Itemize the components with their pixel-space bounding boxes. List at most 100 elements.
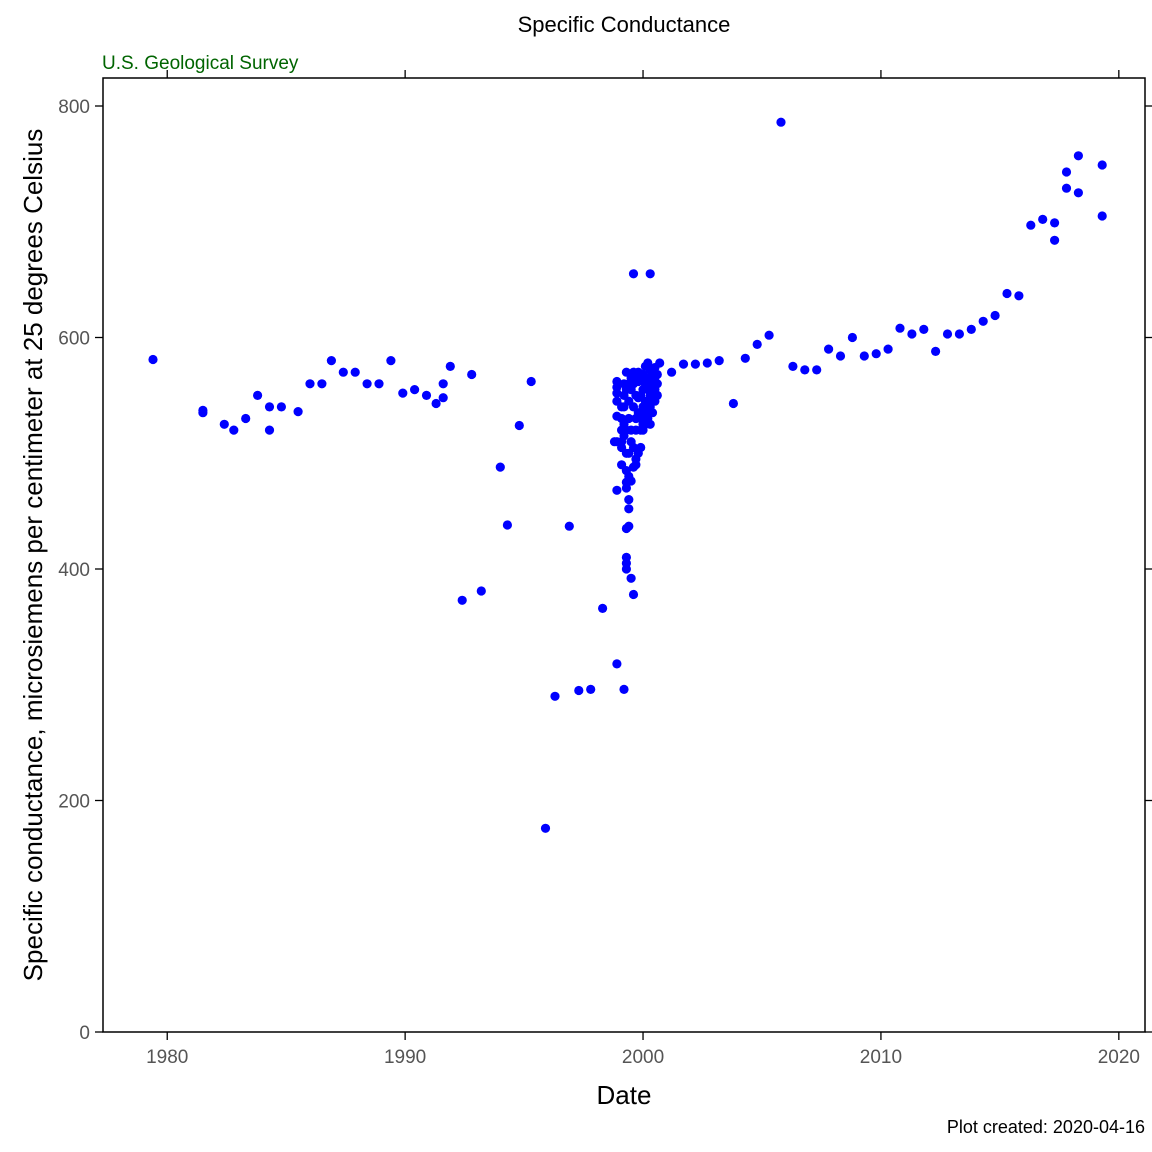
x-tick-label: 2000: [622, 1047, 664, 1068]
data-point: [1050, 218, 1060, 228]
data-point: [871, 349, 881, 359]
data-point: [728, 398, 739, 409]
data-point: [293, 407, 303, 417]
data-point: [740, 353, 750, 363]
data-point: [1038, 214, 1048, 224]
data-point: [586, 684, 596, 695]
y-tick-label: 200: [58, 792, 90, 813]
data-point: [438, 379, 448, 389]
data-point: [631, 460, 641, 470]
data-point: [895, 323, 905, 333]
data-point: [990, 310, 1000, 321]
data-point: [253, 390, 263, 400]
data-point: [526, 376, 536, 387]
data-point: [628, 269, 639, 279]
data-point: [317, 379, 327, 389]
data-point: [264, 425, 275, 435]
x-axis: 1980 1990 2000 2010 2020: [146, 70, 1140, 1068]
data-point: [626, 573, 636, 583]
data-point: [362, 379, 372, 389]
data-point: [647, 408, 658, 418]
data-point: [643, 358, 653, 368]
data-point: [919, 324, 929, 334]
data-point: [398, 388, 408, 398]
data-point: [624, 495, 634, 505]
data-point: [502, 520, 512, 530]
plot-area-frame: [102, 77, 1146, 1033]
y-tick-label: 800: [58, 97, 90, 118]
y-axis-title: Specific conductance, microsiemens per c…: [18, 129, 48, 982]
data-point: [652, 390, 662, 400]
data-point: [835, 351, 846, 361]
y-tick-label: 400: [58, 560, 90, 581]
data-point: [652, 379, 662, 389]
data-point: [954, 329, 965, 339]
data-point: [619, 684, 629, 695]
data-point: [1050, 235, 1060, 245]
data-point: [667, 367, 677, 377]
data-point: [847, 332, 858, 343]
data-point: [714, 356, 724, 366]
data-point: [621, 564, 632, 574]
data-point: [1061, 167, 1072, 177]
data-point: [1002, 288, 1012, 299]
y-axis: 0 200 400 600 800: [58, 97, 1152, 1044]
data-point: [624, 521, 634, 531]
data-point: [431, 398, 441, 409]
data-point: [1073, 151, 1083, 161]
data-point: [628, 589, 639, 600]
data-point: [702, 358, 712, 368]
data-point: [374, 379, 384, 389]
data-point: [788, 361, 798, 371]
data-point: [1014, 291, 1024, 301]
data-point: [148, 354, 158, 365]
data-point: [812, 365, 822, 375]
data-point: [655, 358, 665, 368]
data-point: [241, 413, 251, 424]
data-point: [624, 504, 634, 514]
data-point: [219, 419, 229, 429]
data-point: [305, 379, 315, 389]
plot-created-note: Plot created: 2020-04-16: [947, 1117, 1145, 1137]
data-point: [883, 344, 893, 354]
data-point: [445, 361, 455, 371]
data-point: [229, 425, 239, 435]
data-point: [1061, 183, 1072, 193]
data-point: [978, 316, 988, 326]
agency-label: U.S. Geological Survey: [102, 53, 299, 74]
data-point: [467, 369, 477, 380]
data-point: [1097, 211, 1107, 221]
data-point: [386, 356, 396, 366]
data-point: [540, 823, 551, 833]
data-point: [652, 369, 662, 380]
data-point: [764, 330, 774, 340]
data-point: [645, 419, 655, 429]
data-point: [476, 586, 486, 596]
x-axis-title: Date: [597, 1080, 652, 1110]
data-point: [1026, 220, 1036, 230]
data-point: [645, 269, 655, 279]
x-tick-label: 2020: [1098, 1047, 1140, 1068]
data-point: [564, 521, 574, 531]
data-point: [598, 603, 608, 614]
data-point: [1097, 160, 1107, 170]
data-point: [326, 356, 336, 366]
data-point: [338, 367, 348, 377]
data-point: [624, 413, 634, 424]
data-point: [514, 420, 524, 431]
data-point: [495, 462, 505, 472]
data-point: [612, 659, 622, 669]
data-point: [457, 595, 467, 605]
data-point: [931, 346, 941, 356]
data-point: [776, 117, 786, 127]
data-point: [264, 402, 275, 412]
data-point: [612, 485, 622, 495]
data-point: [942, 329, 953, 339]
x-tick-label: 1980: [146, 1047, 188, 1068]
y-tick-label: 0: [79, 1023, 90, 1044]
data-point: [198, 408, 208, 418]
data-point: [678, 359, 689, 369]
data-point: [350, 367, 360, 377]
data-point: [859, 351, 869, 361]
x-tick-label: 2010: [860, 1047, 902, 1068]
